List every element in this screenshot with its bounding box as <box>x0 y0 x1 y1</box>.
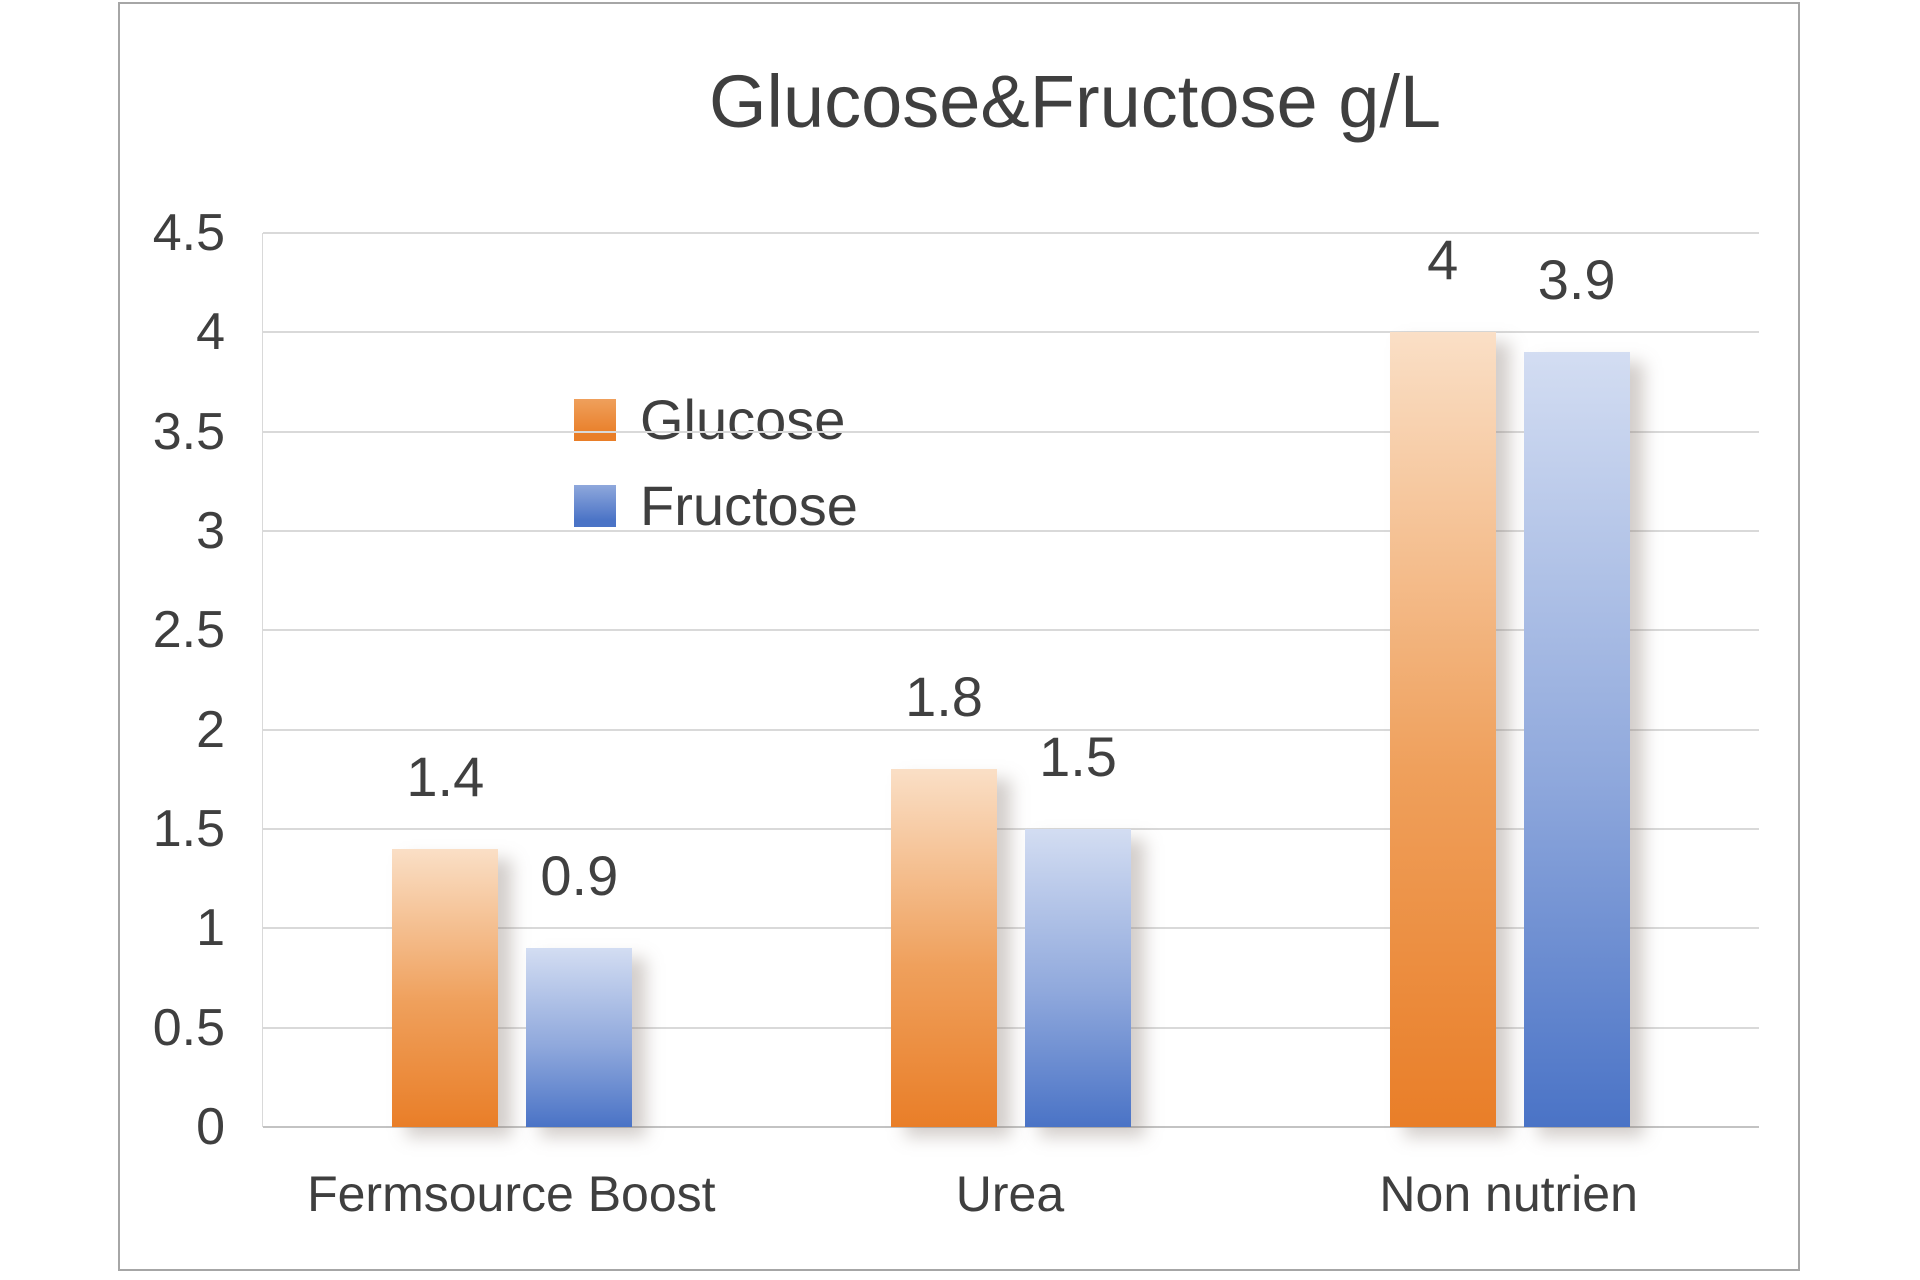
y-axis-tick-label: 0 <box>196 1098 225 1156</box>
bar-glucose-non-nutrien <box>1389 332 1496 1127</box>
y-axis-tick-label: 3.5 <box>152 402 225 461</box>
bar-glucose-fermsource-boost <box>392 848 499 1127</box>
legend-item-fructose: Fructose <box>574 475 858 537</box>
legend: Glucose Fructose <box>574 389 858 537</box>
y-axis-tick-label: 0.5 <box>152 998 225 1057</box>
bar-fructose-non-nutrien <box>1523 352 1630 1127</box>
gridline <box>263 828 1759 830</box>
gridline <box>263 927 1759 930</box>
data-label-fructose-non-nutrien: 3.9 <box>1537 248 1616 312</box>
data-label-fructose-urea: 1.5 <box>1039 725 1117 788</box>
y-axis-tick-label: 1.5 <box>152 800 225 858</box>
x-axis-category-label: Urea <box>955 1166 1065 1222</box>
y-axis-tick-label: 1 <box>196 899 225 958</box>
legend-swatch-glucose-icon <box>574 399 616 441</box>
data-label-glucose-urea: 1.8 <box>905 665 983 729</box>
x-axis-category-label: Fermsource Boost <box>307 1166 716 1222</box>
bar-fructose-urea <box>1025 829 1131 1127</box>
y-axis-tick-label: 2.5 <box>152 601 225 660</box>
legend-label-glucose: Glucose <box>640 388 846 451</box>
gridline <box>263 629 1759 632</box>
legend-swatch-fructose-icon <box>574 485 616 527</box>
legend-item-glucose: Glucose <box>574 389 858 451</box>
gridline <box>263 430 1759 433</box>
gridline <box>263 232 1759 234</box>
x-axis-category-label: Non nutrien <box>1379 1166 1638 1222</box>
bar-glucose-urea <box>891 769 997 1127</box>
gridline <box>263 331 1759 334</box>
gridline <box>263 1026 1759 1029</box>
y-axis-tick-label: 2 <box>196 700 225 759</box>
data-label-glucose-fermsource-boost: 1.4 <box>406 744 485 808</box>
x-axis-line <box>263 1126 1759 1128</box>
data-label-glucose-non-nutrien: 4 <box>1427 228 1459 292</box>
y-axis-tick-label: 3 <box>196 502 225 560</box>
plot-area: Glucose Fructose 1.4 0.9 1.8 1.5 4 3.9 <box>262 228 1759 1128</box>
gridline <box>263 530 1759 532</box>
y-axis-tick-label: 4 <box>196 303 225 362</box>
bar-fructose-fermsource-boost <box>526 948 633 1127</box>
chart-title: Glucose&Fructose g/L <box>708 60 1442 143</box>
y-axis-tick-label: 4.5 <box>152 204 225 262</box>
legend-label-fructose: Fructose <box>640 474 858 537</box>
data-label-fructose-fermsource-boost: 0.9 <box>540 844 619 908</box>
gridline <box>263 728 1759 731</box>
